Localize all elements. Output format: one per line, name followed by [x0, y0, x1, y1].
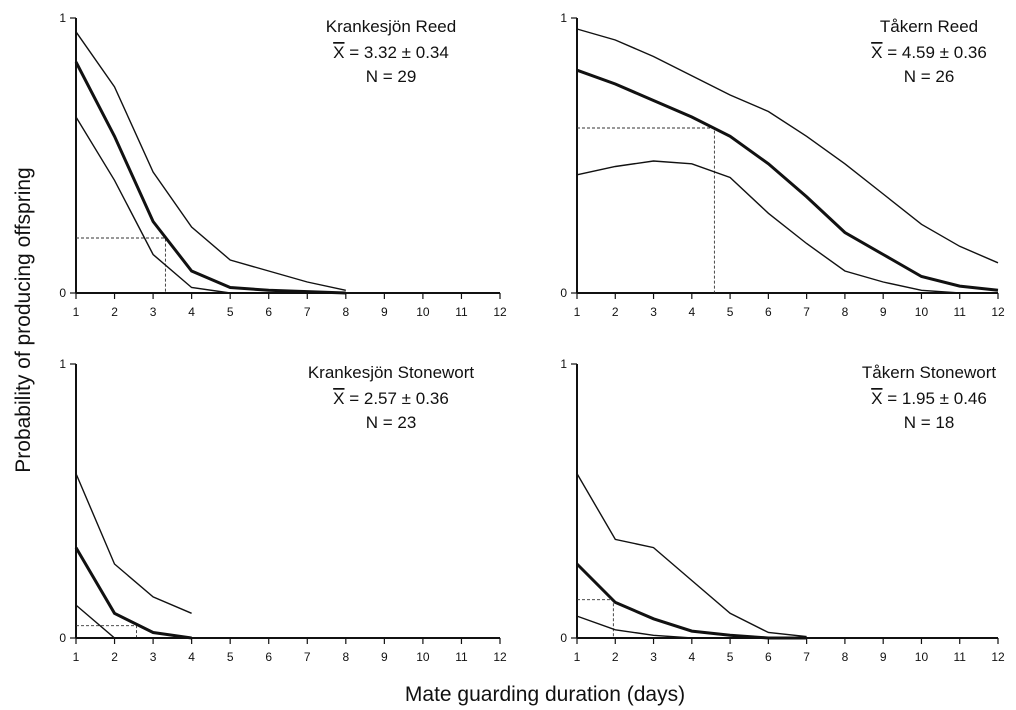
x-tick-label: 8 [342, 650, 349, 664]
panel-sample-size: N = 29 [366, 67, 417, 86]
series-line-upper [576, 473, 807, 638]
x-tick-label: 11 [455, 650, 468, 664]
x-tick-label: 11 [953, 650, 966, 664]
panel-sample-size: N = 26 [904, 67, 955, 86]
panel-title: Krankesjön Reed [326, 17, 456, 36]
y-tick-label: 0 [560, 286, 567, 300]
x-tick-label: 5 [727, 650, 734, 664]
x-tick-label: 7 [304, 305, 311, 319]
x-tick-label: 4 [688, 650, 695, 664]
series-line-lower [75, 116, 346, 294]
x-tick-label: 10 [915, 650, 929, 664]
x-tick-label: 12 [991, 305, 1005, 319]
x-tick-label: 8 [842, 305, 849, 319]
x-tick-label: 12 [991, 650, 1005, 664]
y-tick-label: 1 [59, 357, 66, 371]
mean-value: = 2.57 ± 0.36 [345, 389, 449, 408]
x-tick-label: 9 [381, 305, 388, 319]
x-tick-label: 9 [880, 305, 887, 319]
x-tick-label: 5 [227, 305, 234, 319]
y-tick-label: 0 [59, 286, 66, 300]
x-tick-label: 1 [73, 650, 80, 664]
panel-title: Krankesjön Stonewort [308, 363, 475, 382]
panel-title: Tåkern Stonewort [862, 363, 996, 382]
panel-sample-size: N = 18 [904, 413, 955, 432]
x-tick-label: 10 [915, 305, 929, 319]
x-tick-label: 7 [304, 650, 311, 664]
x-tick-label: 3 [650, 305, 657, 319]
series-line-lower [576, 160, 998, 294]
series-line-mean [74, 546, 192, 640]
reference-line [76, 237, 166, 293]
x-tick-label: 2 [612, 305, 619, 319]
x-tick-label: 1 [574, 305, 581, 319]
series-line-upper [75, 473, 192, 614]
x-tick-label: 8 [342, 305, 349, 319]
x-tick-label: 9 [381, 650, 388, 664]
x-tick-label: 7 [803, 650, 810, 664]
y-tick-label: 1 [560, 357, 567, 371]
x-tick-label: 6 [765, 650, 772, 664]
x-tick-label: 11 [953, 305, 966, 319]
x-tick-label: 7 [803, 305, 810, 319]
x-tick-label: 6 [265, 650, 272, 664]
x-tick-label: 5 [727, 305, 734, 319]
mean-symbol: X [333, 389, 344, 408]
x-tick-label: 3 [150, 650, 157, 664]
x-tick-label: 11 [455, 305, 468, 319]
panel-mean-stat: X = 1.95 ± 0.46 [871, 389, 987, 408]
x-tick-label: 12 [493, 305, 507, 319]
series-line-mean [575, 562, 807, 640]
x-tick-label: 2 [612, 650, 619, 664]
y-tick-label: 0 [59, 631, 66, 645]
y-tick-label: 1 [59, 11, 66, 25]
x-tick-label: 4 [688, 305, 695, 319]
mean-symbol: X [871, 389, 882, 408]
x-tick-label: 3 [650, 650, 657, 664]
panel-sample-size: N = 23 [366, 413, 417, 432]
y-axis-title: Probability of producing offspring [12, 167, 35, 472]
panel-mean-stat: X = 4.59 ± 0.36 [871, 43, 987, 62]
reference-line [577, 127, 715, 293]
x-tick-label: 5 [227, 650, 234, 664]
x-tick-label: 12 [493, 650, 507, 664]
series-line-mean [74, 61, 346, 295]
x-tick-label: 8 [842, 650, 849, 664]
mean-symbol: X [333, 43, 344, 62]
x-tick-label: 1 [73, 305, 80, 319]
series-line-upper [576, 28, 999, 264]
x-tick-label: 6 [265, 305, 272, 319]
x-tick-label: 2 [111, 650, 118, 664]
x-tick-label: 10 [416, 650, 430, 664]
x-tick-label: 9 [880, 650, 887, 664]
panel-mean-stat: X = 2.57 ± 0.36 [333, 389, 449, 408]
x-tick-label: 3 [150, 305, 157, 319]
x-tick-label: 2 [111, 305, 118, 319]
x-tick-label: 1 [574, 650, 581, 664]
series-line-lower [576, 615, 807, 639]
x-tick-label: 10 [416, 305, 430, 319]
x-tick-label: 6 [765, 305, 772, 319]
mean-value: = 4.59 ± 0.36 [883, 43, 987, 62]
x-axis-title: Mate guarding duration (days) [405, 683, 685, 706]
series-line-lower [75, 604, 192, 639]
reference-line [577, 599, 614, 638]
x-tick-label: 4 [188, 650, 195, 664]
mean-value: = 3.32 ± 0.34 [345, 43, 449, 62]
mean-symbol: X [871, 43, 882, 62]
y-tick-label: 0 [560, 631, 567, 645]
mean-value: = 1.95 ± 0.46 [883, 389, 987, 408]
panel-title: Tåkern Reed [880, 17, 978, 36]
series-line-mean [576, 68, 999, 292]
panel-mean-stat: X = 3.32 ± 0.34 [333, 43, 449, 62]
series-line-upper [75, 31, 346, 291]
y-tick-label: 1 [560, 11, 567, 25]
x-tick-label: 4 [188, 305, 195, 319]
